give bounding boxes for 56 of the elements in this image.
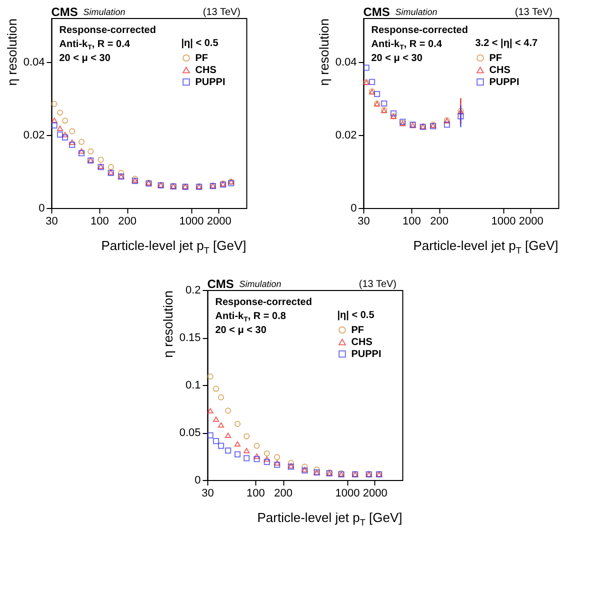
y-tick-label: 0.04 <box>23 56 45 68</box>
x-tick-label: 200 <box>274 488 293 500</box>
legend-title: |η| < 0.5 <box>337 310 375 321</box>
y-axis-title: η resolution <box>160 290 176 358</box>
y-tick-label: 0.05 <box>179 427 201 439</box>
x-tick-label: 2000 <box>362 488 388 500</box>
x-tick-label: 2000 <box>206 216 232 228</box>
y-tick-label: 0 <box>350 202 357 214</box>
legend-label: PF <box>195 53 208 64</box>
chart-subtitle: Simulation <box>239 279 282 289</box>
annotation: Response-corrected <box>215 297 312 308</box>
legend-label: PUPPI <box>351 349 382 360</box>
legend-label: PUPPI <box>195 77 226 88</box>
y-tick-label: 0 <box>38 202 45 214</box>
x-tick-label: 100 <box>246 488 265 500</box>
x-tick-label: 200 <box>118 216 137 228</box>
annotation: 20 < μ < 30 <box>371 53 423 64</box>
chart-title: CMS <box>51 5 78 19</box>
x-tick-label: 2000 <box>518 216 544 228</box>
chart-title: CMS <box>207 277 234 291</box>
legend-label: PUPPI <box>489 77 520 88</box>
y-tick-label: 0.2 <box>185 284 201 296</box>
x-tick-label: 1000 <box>491 216 516 228</box>
y-tick-label: 0.02 <box>335 129 357 142</box>
text: (13 TeV) <box>358 279 397 290</box>
x-tick-label: 30 <box>358 216 370 228</box>
text: (13 TeV) <box>202 7 241 18</box>
legend-label: CHS <box>351 337 373 348</box>
legend-label: CHS <box>195 65 217 76</box>
x-tick-label: 1000 <box>335 488 360 500</box>
y-tick-label: 0 <box>194 474 201 486</box>
annotation: 20 < μ < 30 <box>59 53 111 64</box>
annotation: Response-corrected <box>371 25 468 36</box>
chart-subtitle: Simulation <box>395 7 438 17</box>
y-tick-label: 0.15 <box>179 332 201 344</box>
x-tick-label: 100 <box>402 216 421 228</box>
chart-subtitle: Simulation <box>83 7 126 17</box>
chart-title: CMS <box>363 5 390 19</box>
y-axis-title: η resolution <box>316 18 332 86</box>
annotation: Response-corrected <box>59 25 156 36</box>
x-tick-label: 1000 <box>179 216 204 228</box>
y-tick-label: 0.04 <box>335 56 357 68</box>
legend-label: CHS <box>489 65 511 76</box>
legend-title: 3.2 < |η| < 4.7 <box>475 38 538 49</box>
legend-label: PF <box>351 325 364 336</box>
x-tick-label: 30 <box>46 216 58 228</box>
x-tick-label: 200 <box>430 216 449 228</box>
annotation: 20 < μ < 30 <box>215 325 267 336</box>
x-tick-label: 100 <box>90 216 109 228</box>
legend-title: |η| < 0.5 <box>181 38 219 49</box>
y-axis-title: η resolution <box>4 18 20 86</box>
legend-label: PF <box>489 53 502 64</box>
text: (13 TeV) <box>514 7 553 18</box>
y-tick-label: 0.02 <box>23 129 45 142</box>
x-tick-label: 30 <box>202 488 214 500</box>
y-tick-label: 0.1 <box>185 380 201 392</box>
